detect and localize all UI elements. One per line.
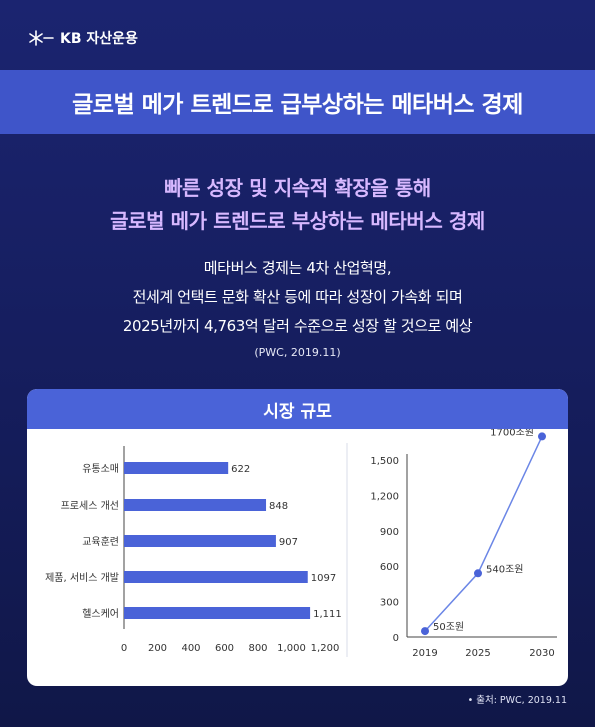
card-title: 시장 규모 [27, 389, 568, 429]
bar [124, 535, 276, 547]
body-line-3: 2025년까지 4,763억 달러 수준으로 성장 할 것으로 예상 [122, 317, 473, 335]
kb-star-icon [29, 30, 54, 46]
line-y-tick-label: 0 [393, 633, 399, 644]
line-y-tick-label: 300 [380, 598, 399, 609]
headline-line-1: 빠른 성장 및 지속적 확장을 통해 [164, 176, 431, 200]
bar [124, 499, 267, 511]
line-x-tick-label: 2025 [465, 648, 490, 659]
bar-value-label: 848 [269, 501, 288, 512]
bar-value-label: 1097 [311, 573, 336, 584]
market-size-card: 시장 규모 유통소매 622 프로세스 개선 848 교육훈련 907 제품, 서비스 개발… [27, 389, 568, 686]
bar-category-label: 헬스케어 [82, 608, 119, 620]
headline-line-2: 글로벌 메가 트렌드로 부상하는 메타버스 경제 [110, 209, 485, 233]
line-point-label: 1700조원 [490, 429, 534, 438]
footnote-source: • 출처: PWC, 2019.11 [467, 695, 567, 706]
bar-category-label: 제품, 서비스 개발 [45, 572, 119, 584]
bar-category-label: 프로세스 개선 [61, 500, 119, 512]
line-point [421, 627, 429, 636]
line-point [474, 569, 482, 578]
line-x-tick-label: 2030 [529, 648, 554, 659]
line-y-tick-label: 600 [380, 562, 399, 573]
line-point-label: 540조원 [486, 563, 524, 575]
body-line-1: 메타버스 경제는 4차 산업혁명, [203, 259, 392, 277]
bar [124, 607, 311, 619]
banner-title: 글로벌 메가 트렌드로 급부상하는 메타버스 경제 [72, 92, 523, 118]
line-y-tick-label: 900 [380, 527, 399, 538]
bar-value-label: 1,111 [313, 609, 342, 620]
charts-area: 유통소매 622 프로세스 개선 848 교육훈련 907 제품, 서비스 개발 1097 헬스… [45, 429, 557, 659]
bar-x-tick-label: 800 [248, 643, 267, 654]
bar-value-label: 907 [279, 537, 298, 548]
bar-x-tick-label: 1,200 [311, 643, 340, 654]
bar-category-label: 유통소매 [82, 463, 119, 475]
body-source: (PWC, 2019.11) [254, 346, 341, 359]
bar-x-tick-label: 0 [121, 643, 127, 654]
line-point-label: 50조원 [433, 621, 464, 633]
bar [124, 571, 308, 583]
bar-x-tick-label: 1,000 [277, 643, 306, 654]
brand-logo: KB 자산운용 [28, 28, 138, 48]
bar-x-tick-label: 200 [148, 643, 167, 654]
line-y-tick-label: 1,500 [370, 456, 399, 467]
bar-x-tick-label: 600 [215, 643, 234, 654]
line-y-tick-label: 1,200 [370, 491, 399, 502]
bar-x-tick-label: 400 [181, 643, 200, 654]
bar-category-label: 교육훈련 [82, 535, 119, 548]
line-point [538, 432, 546, 441]
brand-name: KB 자산운용 [60, 31, 138, 47]
bar [124, 462, 229, 474]
body-line-2: 전세계 언택트 문화 확산 등에 따라 성장이 가속화 되며 [132, 288, 463, 306]
series-line [424, 436, 543, 632]
bar-value-label: 622 [231, 464, 250, 475]
body-text: 메타버스 경제는 4차 산업혁명, 전세계 언택트 문화 확산 등에 따라 성장… [0, 254, 595, 341]
line-x-tick-label: 2019 [412, 648, 437, 659]
title-banner: 글로벌 메가 트렌드로 급부상하는 메타버스 경제 [0, 70, 595, 134]
headline: 빠른 성장 및 지속적 확장을 통해 글로벌 메가 트렌드로 부상하는 메타버스… [0, 172, 595, 238]
